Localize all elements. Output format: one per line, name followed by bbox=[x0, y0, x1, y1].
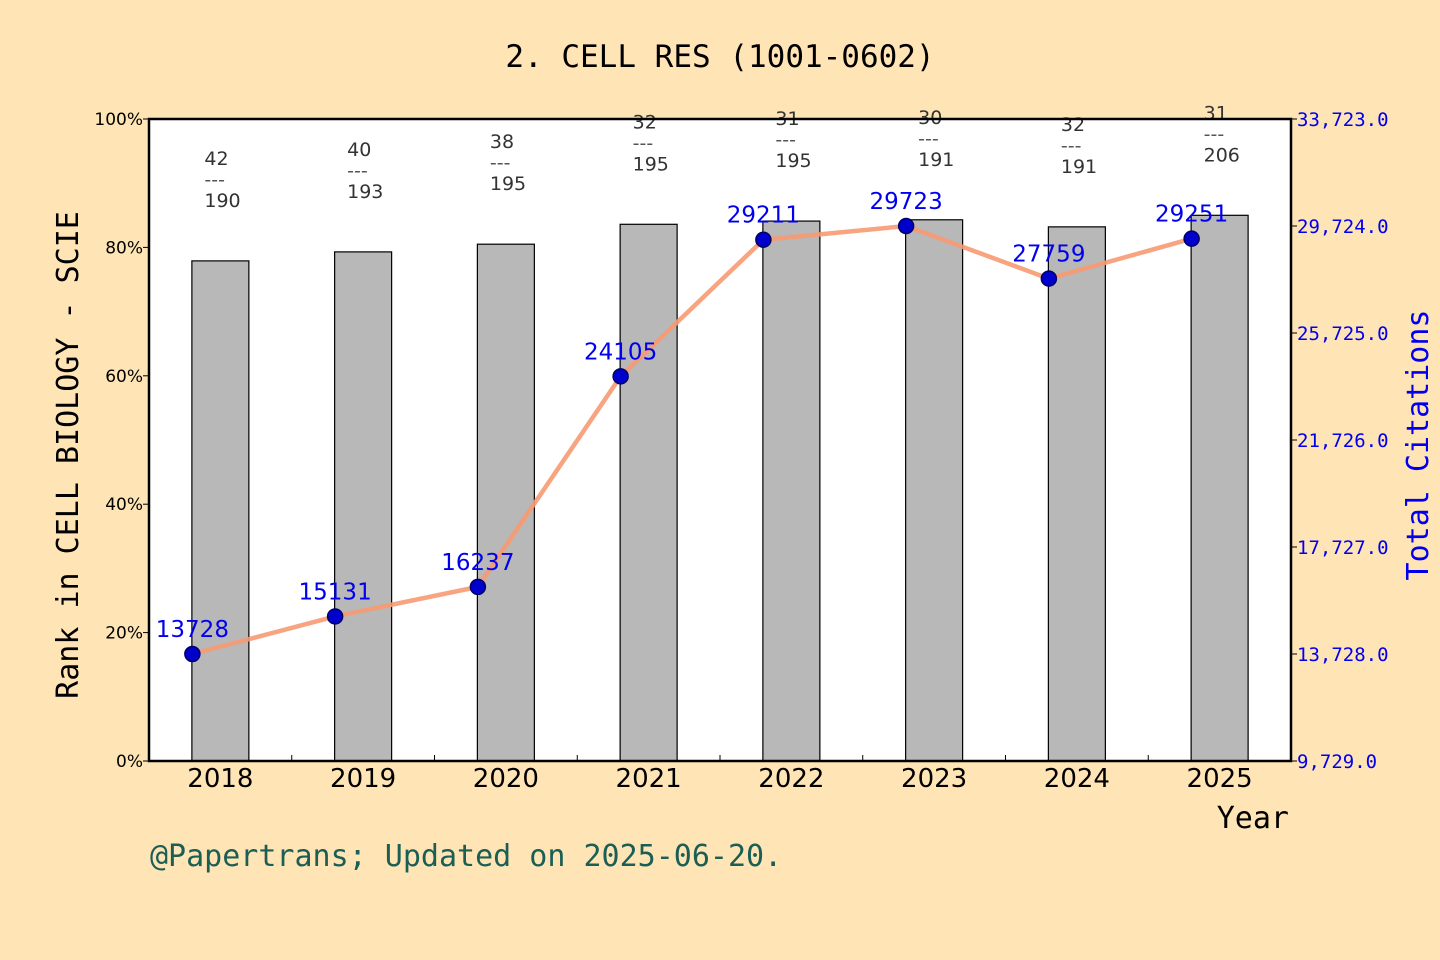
bar-total-label: 195 bbox=[775, 150, 811, 172]
citation-point-2020 bbox=[469, 578, 487, 596]
x-tick-label: 2025 bbox=[1187, 764, 1253, 794]
y2-tick-label: 21,726.0 bbox=[1297, 430, 1389, 452]
citation-label: 29723 bbox=[870, 189, 943, 215]
bar-separator: --- bbox=[490, 152, 511, 174]
y2-axis-label: Total Citations bbox=[1401, 310, 1436, 581]
bar-total-label: 195 bbox=[490, 173, 526, 195]
y-tick-label: 80% bbox=[105, 238, 143, 258]
y-tick-label: 60% bbox=[105, 367, 143, 387]
citation-point-2025 bbox=[1183, 230, 1200, 247]
citation-label: 16237 bbox=[441, 550, 514, 576]
bar-total-label: 193 bbox=[347, 181, 383, 203]
y-tick-label: 100% bbox=[94, 110, 143, 130]
y-tick-label: 0% bbox=[116, 752, 143, 772]
bar-rank-label: 40 bbox=[347, 139, 371, 161]
bar-total-label: 206 bbox=[1204, 144, 1240, 166]
bar-separator: --- bbox=[1061, 135, 1082, 157]
y2-tick-label: 25,725.0 bbox=[1297, 323, 1389, 345]
y2-tick-label: 33,723.0 bbox=[1297, 109, 1389, 131]
citation-point-2019 bbox=[326, 608, 344, 625]
bar-2025 bbox=[1190, 214, 1249, 762]
bar-2023 bbox=[905, 219, 964, 762]
y2-tick-label: 9,729.0 bbox=[1297, 751, 1377, 773]
x-tick-label: 2023 bbox=[901, 764, 967, 794]
y-tick-label: 20% bbox=[105, 624, 143, 644]
bar-rank-label: 32 bbox=[633, 111, 657, 133]
bar-2020 bbox=[476, 243, 535, 762]
x-axis-label: Year bbox=[1217, 801, 1289, 836]
bar-2022 bbox=[762, 220, 821, 762]
footer-credit: @Papertrans; Updated on 2025-06-20. bbox=[150, 839, 782, 874]
bar-total-label: 195 bbox=[633, 153, 669, 175]
x-tick-label: 2019 bbox=[330, 764, 396, 794]
bar-rank-label: 31 bbox=[1204, 102, 1228, 124]
bar-separator: --- bbox=[918, 128, 939, 150]
x-tick-label: 2024 bbox=[1044, 764, 1110, 794]
bar-2019 bbox=[334, 251, 393, 762]
citation-label: 27759 bbox=[1012, 242, 1085, 268]
bar-2018 bbox=[191, 260, 250, 762]
bar-separator: --- bbox=[204, 169, 225, 191]
bar-total-label: 191 bbox=[918, 149, 954, 171]
x-tick-label: 2020 bbox=[473, 764, 539, 794]
x-tick-label: 2018 bbox=[187, 764, 253, 794]
y-tick-label: 40% bbox=[105, 495, 143, 515]
bar-2024 bbox=[1047, 226, 1106, 762]
bar-separator: --- bbox=[775, 129, 796, 151]
bar-separator: --- bbox=[1204, 123, 1225, 145]
plot-area bbox=[149, 119, 1291, 761]
citation-point-2022 bbox=[755, 231, 772, 248]
citations-line bbox=[191, 223, 1193, 657]
x-tick-label: 2021 bbox=[616, 764, 682, 794]
citation-label: 29211 bbox=[727, 203, 800, 229]
chart-title: 2. CELL RES (1001-0602) bbox=[505, 39, 934, 75]
citation-point-2018 bbox=[184, 645, 201, 663]
bar-separator: --- bbox=[347, 160, 368, 182]
y2-tick-label: 29,724.0 bbox=[1297, 216, 1389, 238]
citation-point-2024 bbox=[1040, 270, 1058, 287]
bar-rank-label: 42 bbox=[204, 148, 228, 170]
bar-separator: --- bbox=[633, 132, 654, 154]
citation-label: 29251 bbox=[1155, 202, 1228, 228]
bar-total-label: 190 bbox=[204, 190, 240, 212]
y2-tick-label: 13,728.0 bbox=[1297, 644, 1389, 666]
x-tick-label: 2022 bbox=[758, 764, 824, 794]
citation-point-2021 bbox=[612, 368, 629, 385]
citation-label: 15131 bbox=[299, 579, 372, 605]
y-axis-label: Rank in CELL BIOLOGY - SCIE bbox=[51, 211, 86, 699]
bar-rank-label: 38 bbox=[490, 131, 514, 153]
citation-label: 24105 bbox=[584, 339, 657, 365]
bar-total-label: 191 bbox=[1061, 156, 1097, 178]
y2-tick-label: 17,727.0 bbox=[1297, 537, 1389, 559]
bar-2021 bbox=[619, 223, 678, 762]
bar-rank-label: 32 bbox=[1061, 114, 1085, 136]
citation-label: 13728 bbox=[156, 617, 229, 643]
citation-point-2023 bbox=[897, 217, 915, 235]
